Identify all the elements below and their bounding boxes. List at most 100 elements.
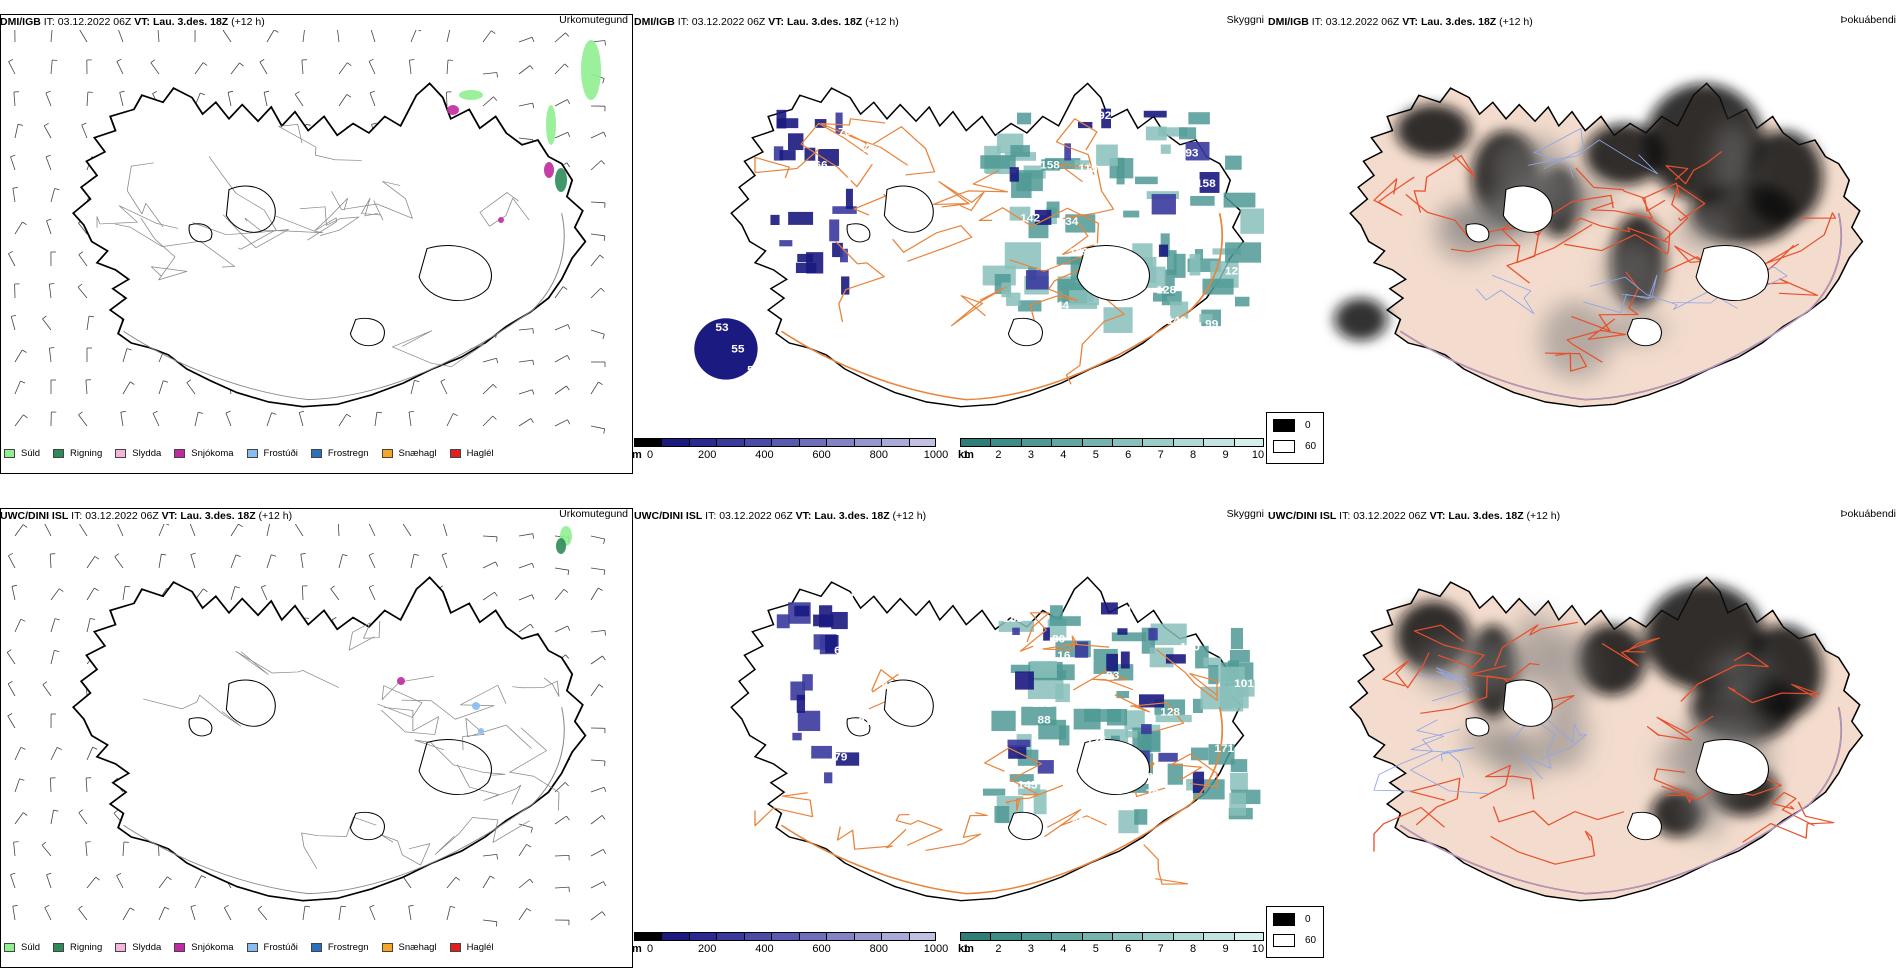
wind-barb [483, 358, 497, 362]
precip-legend-item: Snæhagl [382, 942, 437, 953]
wind-barb [153, 413, 159, 426]
wind-barb [447, 906, 450, 920]
visibility-cell [1230, 773, 1248, 791]
wind-barb [79, 255, 87, 266]
legend-swatch [450, 449, 461, 458]
visibility-cell [796, 263, 816, 273]
visibility-panel: UWC/DINI ISL IT: 03.12.2022 06Z VT: Lau.… [634, 508, 1268, 978]
wind-barb [123, 382, 130, 394]
visibility-cell [1224, 193, 1256, 208]
wind-barb [258, 909, 267, 920]
visibility-cell [1240, 208, 1264, 233]
visibility-cell [1107, 709, 1127, 726]
visibility-cell [788, 212, 813, 225]
visibility-cell [983, 789, 1005, 796]
visibility-cell [1230, 650, 1250, 662]
colorbar-tick: 1000 [924, 449, 948, 461]
visibility-value: 111 [834, 699, 852, 710]
lead-time: (+12 h) [865, 16, 899, 28]
fog-area [1334, 298, 1387, 340]
colorbar-tick: 1 [963, 449, 969, 461]
precip-legend-item: Snjókoma [174, 942, 233, 953]
visibility-cell [1049, 616, 1080, 626]
wind-barb [303, 906, 305, 920]
visibility-value: 183 [1003, 614, 1023, 625]
wind-barb [483, 562, 496, 568]
lead-time: (+12 h) [1499, 16, 1533, 28]
wind-barb [591, 568, 605, 570]
visibility-value: 70 [1200, 825, 1213, 836]
legend-swatch [53, 449, 64, 458]
wind-barb [483, 592, 495, 600]
visibility-value: 70 [838, 127, 851, 138]
precip-legend-item: Slydda [115, 448, 161, 459]
wind-barb [519, 103, 533, 106]
fog-area [1396, 105, 1470, 157]
wind-barb [231, 63, 240, 74]
visibility-cell [1016, 170, 1043, 191]
visibility-cell [788, 133, 803, 150]
fog-legend-item: 60 [1273, 934, 1316, 947]
visibility-value: 158 [1040, 160, 1060, 171]
wind-barb [591, 382, 598, 394]
legend-label: Súld [21, 448, 40, 459]
colorbar-tick: 6 [1125, 449, 1131, 461]
precip-area [472, 702, 480, 710]
wind-barb [483, 31, 491, 42]
wind-barb [50, 554, 51, 568]
wind-barb [519, 534, 533, 536]
valid-time: Lau. 3.des. 18Z [1448, 510, 1523, 522]
wind-barb [11, 317, 15, 331]
legend-label: 0 [1305, 420, 1311, 431]
wind-barb [117, 524, 123, 536]
panel-label-visibility: Skyggni [1227, 506, 1264, 522]
wind-barb [555, 386, 567, 394]
visibility-value: 93 [1106, 670, 1119, 681]
wind-barb [519, 563, 532, 568]
wind-barb [43, 319, 52, 330]
visibility-value: 70 [838, 176, 851, 187]
wind-barb [45, 524, 51, 536]
wind-barb [339, 94, 347, 106]
wind-barb [369, 61, 375, 74]
wind-barb [87, 556, 95, 568]
colorbar-tick: 0 [647, 943, 653, 955]
colorbar-tick: 7 [1158, 943, 1164, 955]
visibility-cell [832, 206, 856, 214]
wind-barb [591, 426, 605, 429]
visibility-cell [1101, 602, 1118, 614]
visibility-cell [1188, 112, 1210, 124]
visibility-cell [1008, 740, 1031, 747]
wind-barb [339, 555, 343, 569]
visibility-cell [1229, 793, 1246, 816]
wind-barb [231, 555, 236, 568]
visibility-cell [831, 612, 848, 629]
visibility-value: 140 [1167, 316, 1187, 327]
wind-barb [591, 132, 604, 138]
wind-barb [519, 879, 530, 888]
visibility-value: 30 [1147, 145, 1160, 156]
legend-swatch [382, 943, 393, 952]
colorbar-tick: 10 [1252, 449, 1264, 461]
valid-time: Lau. 3.des. 18Z [787, 16, 862, 28]
wind-barb [295, 524, 303, 536]
wind-barb [555, 568, 569, 570]
wind-barb [447, 60, 448, 74]
init-time: 03.12.2022 06Z [1326, 16, 1400, 28]
colorbar-tick: 3 [1028, 943, 1034, 955]
visibility-cell [1121, 652, 1130, 669]
wind-barb [195, 412, 198, 426]
wind-barb [51, 810, 54, 824]
wind-barb [338, 524, 339, 536]
panel-title: UWC/DINI ISL IT: 03.12.2022 06Z VT: Lau.… [634, 508, 1266, 524]
wind-barb [117, 61, 123, 74]
wind-barb [519, 37, 532, 42]
visibility-value: 250 [1107, 251, 1127, 262]
wind-barb [123, 586, 125, 600]
colorbar-tick: 4 [1060, 449, 1066, 461]
legend-swatch [382, 449, 393, 458]
wind-barb [442, 555, 447, 568]
fog-legend-item: 0 [1273, 913, 1311, 926]
wind-barb [443, 524, 447, 536]
